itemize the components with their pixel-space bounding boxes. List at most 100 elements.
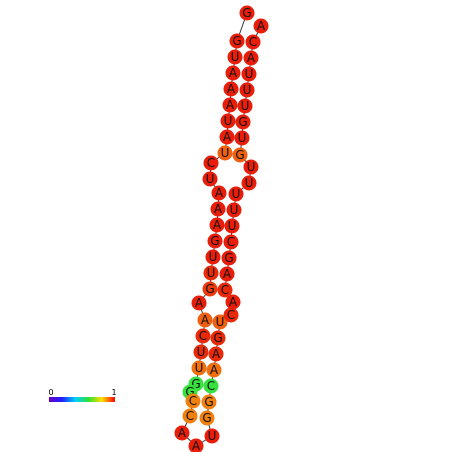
nucleotide-label: U [208, 429, 217, 443]
nucleotide [203, 378, 219, 394]
nucleotide [205, 249, 221, 265]
nucleotide [237, 98, 253, 114]
legend-min: 0 [48, 388, 53, 397]
nucleotide-label: U [247, 160, 256, 174]
nucleotide-label: U [206, 172, 215, 186]
nucleotide-label: G [204, 395, 213, 409]
nucleotide [222, 97, 238, 113]
nucleotide [208, 346, 224, 362]
nucleotide [217, 282, 233, 298]
nucleotide [234, 130, 250, 146]
nucleotide [229, 33, 245, 49]
nucleotide-label: U [209, 250, 218, 264]
nucleotide-label: U [241, 99, 250, 113]
nucleotide-label: G [205, 282, 214, 296]
color-scale [49, 397, 115, 402]
nucleotide-label: A [195, 296, 204, 310]
nucleotide [232, 147, 248, 163]
nucleotide-label: G [232, 34, 241, 48]
nucleotide [182, 408, 198, 424]
nucleotide [221, 250, 237, 266]
nucleotide [219, 266, 235, 282]
nucleotide [203, 265, 219, 281]
nucleotide-label: C [207, 379, 215, 393]
nucleotide [203, 155, 219, 171]
nucleotide [199, 410, 215, 426]
nucleotide [217, 145, 233, 161]
nucleotide [239, 82, 255, 98]
nucleotide-label: U [224, 114, 233, 128]
nucleotide-label: G [242, 6, 251, 20]
nucleotide [207, 233, 223, 249]
nucleotide-label: G [238, 115, 247, 129]
nucleotide-label: A [229, 295, 238, 309]
nucleotide-label: U [243, 83, 252, 97]
nucleotide [241, 175, 257, 191]
nucleotide [220, 113, 236, 129]
nucleotide-label: G [235, 148, 244, 162]
nucleotide [239, 5, 255, 21]
nucleotide [202, 171, 218, 187]
nucleotide [185, 393, 201, 409]
nucleotide-label: A [178, 426, 187, 440]
nucleotide-label: U [238, 131, 247, 145]
nucleotide [193, 344, 209, 360]
nucleotide-label: U [221, 146, 230, 160]
nucleotide [219, 129, 235, 145]
nucleotide [243, 50, 259, 66]
nucleotide [174, 425, 190, 441]
nucleotide-label: C [189, 394, 197, 408]
nucleotide-label: G [185, 385, 194, 399]
nucleotide-label: G [210, 234, 219, 248]
nucleotide [243, 159, 259, 175]
nucleotide [188, 438, 204, 452]
nucleotide-label: U [245, 67, 254, 81]
nucleotide [224, 218, 240, 234]
nucleotide-label: U [231, 50, 240, 64]
nucleotide-label: U [232, 187, 241, 201]
nucleotide-label: G [213, 331, 222, 345]
nucleotide-label: G [202, 411, 211, 425]
nucleotide [209, 217, 225, 233]
nucleotide-label: C [207, 156, 215, 170]
nucleotide-label: C [227, 308, 235, 322]
nucleotide [223, 81, 239, 97]
nucleotide-label: U [230, 203, 239, 217]
nucleotide [226, 202, 242, 218]
legend-max: 1 [111, 388, 116, 397]
nucleotide [206, 362, 222, 378]
nucleotide [191, 360, 207, 376]
nucleotide-label: U [197, 345, 206, 359]
nucleotide-label: A [215, 186, 224, 200]
nucleotide [241, 66, 257, 82]
nucleotide [197, 312, 213, 328]
nucleotide-label: U [245, 176, 254, 190]
nucleotide-label: A [247, 51, 256, 65]
nucleotide [210, 330, 226, 346]
nucleotide-label: C [227, 235, 235, 249]
nucleotide-label: A [201, 313, 210, 327]
nucleotide [204, 428, 220, 444]
nucleotide-label: C [249, 35, 257, 49]
nucleotide [212, 314, 228, 330]
nucleotide-label: U [228, 219, 237, 233]
nucleotide-label: A [214, 202, 223, 216]
nucleotide-label: G [191, 377, 200, 391]
nucleotide-label: A [223, 130, 232, 144]
nucleotide-label: A [192, 439, 201, 452]
nucleotide-label: A [213, 218, 222, 232]
nucleotide [223, 307, 239, 323]
nucleotide-label: G [224, 251, 233, 265]
nucleotide-label: A [226, 98, 235, 112]
nucleotide-label: A [257, 19, 266, 33]
nucleotide-label: A [210, 363, 219, 377]
nucleotide-label: U [216, 315, 225, 329]
nucleotide-label: C [221, 283, 229, 297]
nucleotide-label: C [199, 329, 207, 343]
nucleotide [202, 281, 218, 297]
nucleotide [235, 114, 251, 130]
nucleotide [227, 49, 243, 65]
nucleotide-label: A [212, 347, 221, 361]
